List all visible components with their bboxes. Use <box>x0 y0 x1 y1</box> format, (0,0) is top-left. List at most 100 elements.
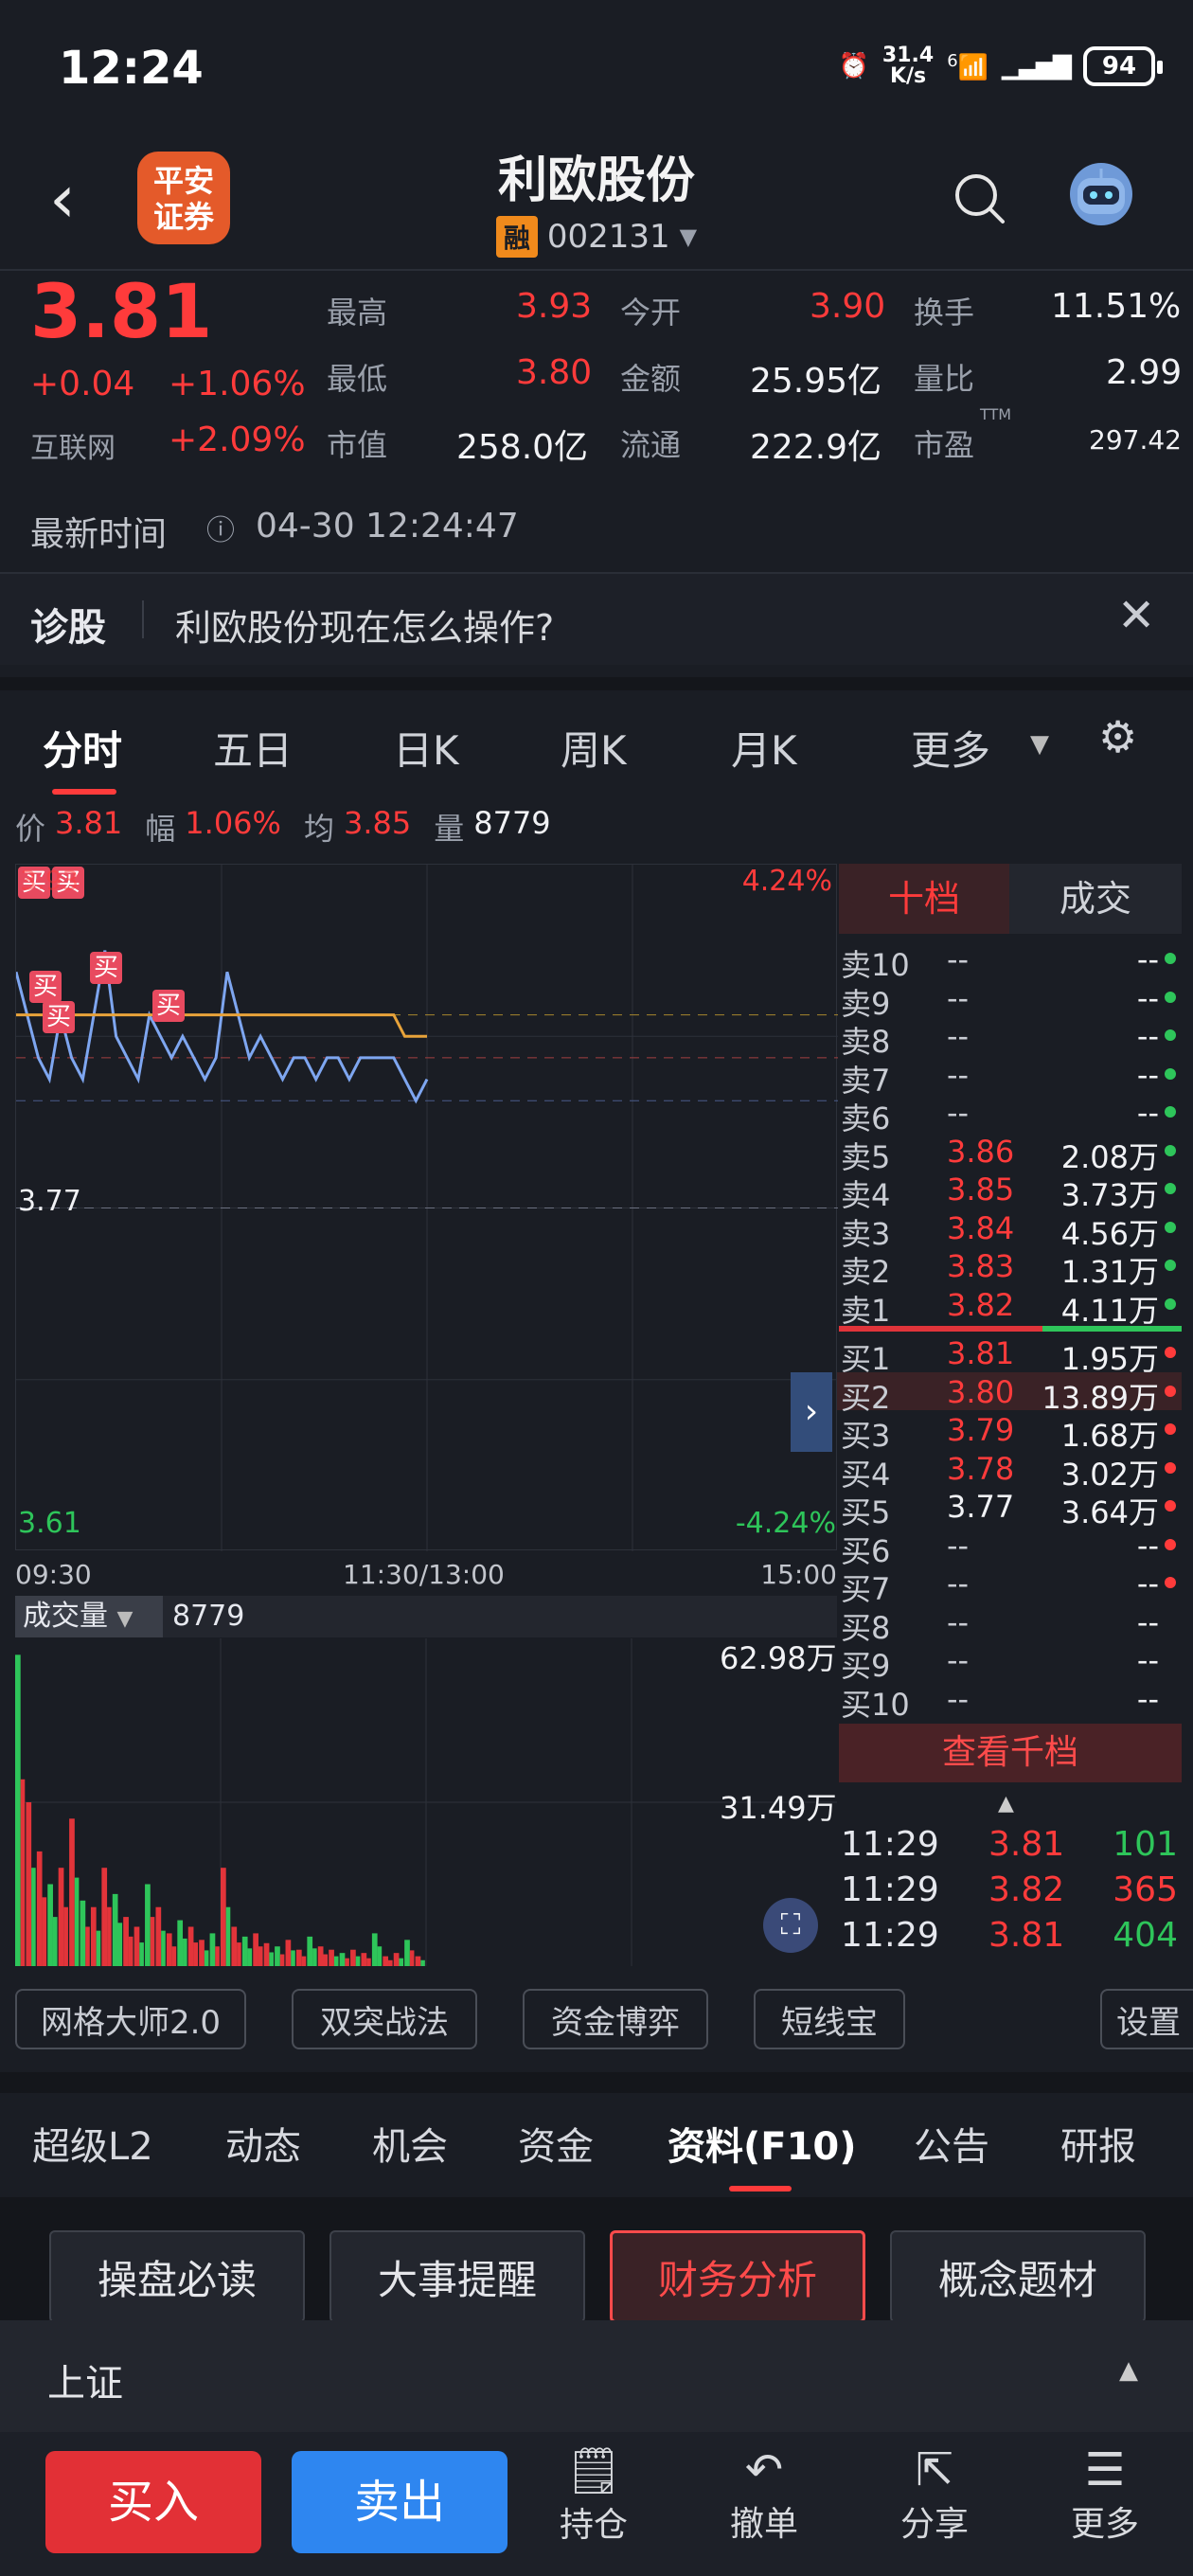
info-icon[interactable]: ⓘ <box>206 514 235 547</box>
expand-orderbook-icon[interactable]: › <box>791 1372 832 1452</box>
feature-tab-bar: 超级L2 动态 机会 资金 资料(F10) 公告 研报 <box>0 2093 1193 2197</box>
ask-level-row[interactable]: 卖1 3.82 4.11万 <box>837 1285 1182 1329</box>
volume-indicator-selector[interactable]: 成交量 ▼ <box>15 1596 163 1637</box>
buy-button[interactable]: 买入 <box>45 2451 261 2553</box>
bid-level-row[interactable]: 买4 3.78 3.02万 <box>837 1449 1182 1493</box>
bid-level-row[interactable]: 买8 -- -- <box>837 1602 1182 1646</box>
tab-announcements[interactable]: 公告 <box>914 2125 989 2169</box>
tab-daily-k[interactable]: 日K <box>393 727 459 774</box>
tool-settings[interactable]: 设置 <box>1100 1989 1193 2049</box>
trade-price: 3.82 <box>988 1870 1065 1909</box>
buy-signal-tag[interactable]: 买 <box>152 990 185 1022</box>
bid-level-row[interactable]: 买3 3.79 1.68万 <box>837 1410 1182 1454</box>
btn-event-reminder[interactable]: 大事提醒 <box>329 2230 585 2323</box>
btn-must-read[interactable]: 操盘必读 <box>49 2230 305 2323</box>
gear-icon[interactable]: ⚙ <box>1098 711 1138 762</box>
level-dot <box>1165 1461 1176 1474</box>
volume-bar <box>350 1949 356 1966</box>
tab-weekly-k[interactable]: 周K <box>561 727 627 774</box>
ask-level-row[interactable]: 卖9 -- -- <box>837 978 1182 1022</box>
caret-down-icon[interactable]: ▼ <box>1030 730 1049 759</box>
sector-label[interactable]: 互联网 <box>30 432 116 465</box>
back-icon[interactable]: ‹ <box>49 160 76 238</box>
level-volume: -- <box>1136 1680 1159 1717</box>
diagnosis-bar[interactable]: 诊股 利欧股份现在怎么操作? ✕ <box>0 572 1193 665</box>
tool-grid-master[interactable]: 网格大师2.0 <box>15 1989 246 2049</box>
intraday-chart[interactable]: 买买买买买买 4.24% 3.93 3.77 3.61 -4.24% › <box>14 864 838 1551</box>
bid-level-row[interactable]: 买6 -- -- <box>837 1526 1182 1569</box>
caret-up-icon[interactable]: ▲ <box>1119 2356 1138 2385</box>
stock-code-selector[interactable]: 融 002131 ▼ <box>0 216 1193 258</box>
tab-f10[interactable]: 资料(F10) <box>668 2125 857 2169</box>
bid-level-row[interactable]: 买7 -- -- <box>837 1564 1182 1607</box>
diagnosis-question: 利欧股份现在怎么操作? <box>175 607 555 649</box>
buy-signal-tag[interactable]: 买 <box>52 867 84 899</box>
ask-level-row[interactable]: 卖3 3.84 4.56万 <box>837 1208 1182 1252</box>
level-label: 卖5 <box>841 1138 891 1175</box>
tool-double-breakout[interactable]: 双突战法 <box>292 1989 477 2049</box>
tab-news[interactable]: 动态 <box>225 2125 301 2169</box>
tab-five-day[interactable]: 五日 <box>213 727 294 774</box>
bid-level-row[interactable]: 买9 -- -- <box>837 1640 1182 1684</box>
tab-monthly-k[interactable]: 月K <box>731 727 797 774</box>
level-price: 3.86 <box>947 1133 1015 1170</box>
robot-assistant-icon[interactable] <box>1070 163 1132 225</box>
ask-level-row[interactable]: 卖10 -- -- <box>837 939 1182 983</box>
level-price: 3.83 <box>947 1248 1015 1284</box>
search-icon[interactable] <box>952 170 1008 227</box>
bid-level-row[interactable]: 买5 3.77 3.64万 <box>837 1487 1182 1530</box>
tab-active-indicator <box>52 789 116 795</box>
tool-fund-game[interactable]: 资金博弈 <box>523 1989 708 2049</box>
broker-logo[interactable]: 平安 证券 <box>137 152 230 244</box>
hold-button[interactable]: 🗒 持仓 <box>542 2443 646 2547</box>
ask-level-row[interactable]: 卖4 3.85 3.73万 <box>837 1170 1182 1213</box>
level-label: 卖7 <box>841 1062 891 1099</box>
tab-research[interactable]: 研报 <box>1060 2125 1136 2169</box>
tab-ten-levels[interactable]: 十档 <box>839 864 1009 934</box>
cancel-order-button[interactable]: ↶ 撤单 <box>712 2443 816 2546</box>
sell-button[interactable]: 卖出 <box>292 2451 507 2553</box>
bid-level-row[interactable]: 买2 3.80 13.89万 <box>837 1371 1182 1416</box>
level-price: -- <box>947 979 970 1016</box>
level-price: -- <box>947 1056 970 1093</box>
tab-trades[interactable]: 成交 <box>1009 864 1182 934</box>
ask-level-row[interactable]: 卖7 -- -- <box>837 1055 1182 1099</box>
more-button[interactable]: ☰ 更多 <box>1053 2443 1157 2546</box>
buy-signal-tag[interactable]: 买 <box>18 867 50 899</box>
tab-more[interactable]: 更多 <box>911 727 991 774</box>
btn-financial-analysis[interactable]: 财务分析 <box>610 2230 865 2323</box>
volume-bar <box>361 1953 367 1966</box>
bid-level-row[interactable]: 买1 3.81 1.95万 <box>837 1333 1182 1377</box>
ask-level-row[interactable]: 卖6 -- -- <box>837 1093 1182 1136</box>
share-button[interactable]: ⇱ 分享 <box>882 2443 987 2546</box>
bid-level-row[interactable]: 买10 -- -- <box>837 1679 1182 1723</box>
fullscreen-icon[interactable]: ⛶ <box>763 1898 818 1953</box>
divider <box>142 600 144 638</box>
view-thousand-levels-button[interactable]: 查看千档 <box>839 1724 1182 1782</box>
tab-funds[interactable]: 资金 <box>518 2125 594 2169</box>
close-icon[interactable]: ✕ <box>1117 589 1156 642</box>
volume-bar <box>58 1868 64 1966</box>
vol-mid-label: 31.49万 <box>720 1790 837 1826</box>
collapse-icon[interactable]: ▲ <box>998 1792 1014 1816</box>
level-price: 3.77 <box>947 1489 1015 1525</box>
vol-ratio-label: 量比 <box>914 361 975 397</box>
level-price: 3.82 <box>947 1286 1015 1323</box>
trade-row: 11:29 3.81 404 <box>837 1916 1182 1955</box>
level-dot <box>1165 1500 1176 1512</box>
ask-level-row[interactable]: 卖5 3.86 2.08万 <box>837 1132 1182 1175</box>
volume-bar <box>209 1933 216 1966</box>
ask-level-row[interactable]: 卖8 -- -- <box>837 1016 1182 1060</box>
tab-intraday[interactable]: 分时 <box>43 727 123 774</box>
volume-bar <box>52 1917 58 1966</box>
tab-opportunity[interactable]: 机会 <box>372 2125 448 2169</box>
tool-short-line[interactable]: 短线宝 <box>754 1989 905 2049</box>
buy-signal-tag[interactable]: 买 <box>43 1001 75 1033</box>
tab-super-l2[interactable]: 超级L2 <box>32 2125 153 2169</box>
level-volume: 1.68万 <box>1060 1418 1159 1454</box>
btn-concept-theme[interactable]: 概念题材 <box>890 2230 1146 2323</box>
buy-signal-tag[interactable]: 买 <box>90 952 122 984</box>
ask-level-row[interactable]: 卖2 3.83 1.31万 <box>837 1246 1182 1290</box>
buy-signal-tag[interactable]: 买 <box>29 971 62 1003</box>
index-bar[interactable]: 上证 ▲ <box>0 2320 1193 2432</box>
